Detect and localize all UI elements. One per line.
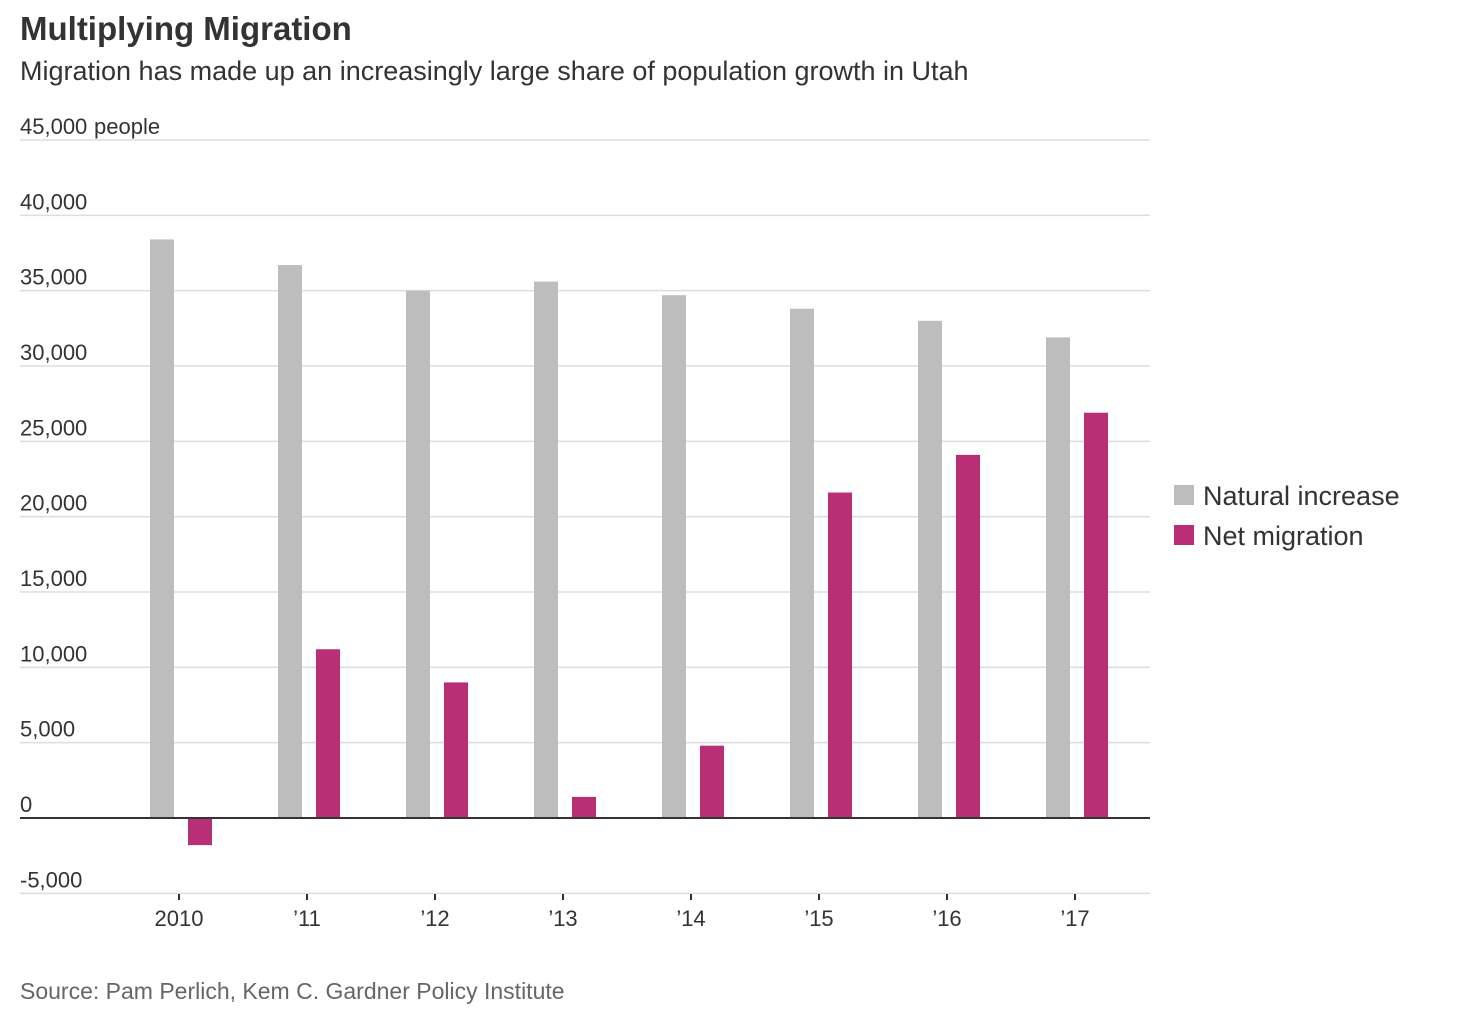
bar-net-migration <box>444 682 468 818</box>
y-tick-label: 45,000 <box>20 114 87 139</box>
chart-subtitle: Migration has made up an increasingly la… <box>20 56 969 86</box>
bar-net-migration <box>1084 412 1108 818</box>
bar-natural-increase <box>406 290 430 819</box>
bar-net-migration <box>188 818 212 846</box>
bar-natural-increase <box>150 239 174 818</box>
bar-natural-increase <box>1046 337 1070 818</box>
bar-natural-increase <box>278 265 302 818</box>
legend-label: Natural increase <box>1203 481 1400 511</box>
y-tick-label: 40,000 <box>20 189 87 214</box>
legend-swatch <box>1174 485 1194 505</box>
y-tick-label: 10,000 <box>20 641 87 666</box>
x-tick-label: ’12 <box>420 906 449 931</box>
bar-natural-increase <box>918 320 942 818</box>
bar-net-migration <box>572 796 596 818</box>
source-note: Source: Pam Perlich, Kem C. Gardner Poli… <box>20 978 565 1004</box>
y-tick-label: 30,000 <box>20 340 87 365</box>
bar-natural-increase <box>662 295 686 819</box>
y-tick-label: 20,000 <box>20 491 87 516</box>
bar-natural-increase <box>534 281 558 818</box>
x-tick-label: ’11 <box>293 906 321 931</box>
x-tick-label: 2010 <box>155 906 204 931</box>
y-tick-label: 15,000 <box>20 566 87 591</box>
y-tick-label: 5,000 <box>20 717 75 742</box>
x-tick-label: ’14 <box>676 906 705 931</box>
y-tick-label: 25,000 <box>20 415 87 440</box>
y-tick-label: 0 <box>20 792 32 817</box>
x-tick-label: ’13 <box>548 906 577 931</box>
legend-label: Net migration <box>1203 521 1364 551</box>
bar-net-migration <box>316 649 340 818</box>
bar-net-migration <box>828 492 852 818</box>
bar-net-migration <box>956 454 980 818</box>
y-tick-label: -5,000 <box>20 867 82 892</box>
y-unit-label: people <box>94 114 160 139</box>
y-tick-label: 35,000 <box>20 265 87 290</box>
legend-swatch <box>1174 525 1194 545</box>
bar-net-migration <box>700 745 724 818</box>
bar-natural-increase <box>790 308 814 818</box>
x-tick-label: ’16 <box>932 906 961 931</box>
x-tick-label: ’15 <box>804 906 833 931</box>
chart-title: Multiplying Migration <box>20 10 352 47</box>
x-tick-label: ’17 <box>1060 906 1089 931</box>
